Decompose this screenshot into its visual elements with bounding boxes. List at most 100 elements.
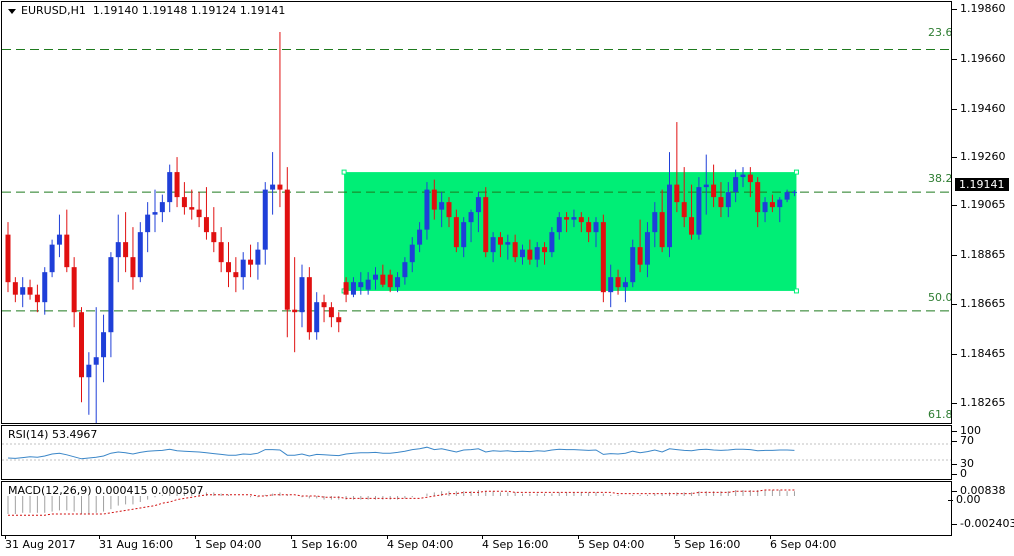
candle-body (468, 212, 474, 223)
fib-label-50-0: 50.0 (928, 291, 952, 304)
rsi-chart (2, 443, 951, 461)
dropdown-arrow-icon[interactable] (8, 8, 16, 14)
price-chart-pane[interactable]: EURUSD,H1 1.19140 1.19148 1.19124 1.1914… (1, 1, 952, 424)
candle-body (380, 274, 386, 285)
time-tick: 5 Sep 16:00 (674, 535, 741, 551)
price-scale[interactable]: 1.19860 1.19660 1.19460 1.19260 1.19065 … (952, 1, 1014, 424)
price-tick: 1.18465 (952, 347, 1006, 360)
macd-tick: -0.002403 (951, 517, 1014, 530)
candle-body (233, 272, 239, 278)
candle-body (586, 222, 592, 233)
candle-body (395, 277, 401, 288)
candle-body (483, 197, 489, 253)
candle-body (762, 202, 768, 213)
candle-body (608, 277, 614, 293)
macd-tick: 0.00838 (952, 484, 1006, 497)
macd-pane[interactable]: MACD(12,26,9) 0.000415 0.000507 (1, 481, 952, 536)
candle-body (549, 232, 555, 253)
candle-body (387, 274, 393, 288)
candle-body (402, 262, 408, 278)
candle-body (306, 277, 312, 333)
candle-body (747, 174, 753, 183)
candle-body (652, 212, 658, 233)
time-axis[interactable]: 31 Aug 2017 31 Aug 16:00 1 Sep 04:00 1 S… (0, 535, 1014, 556)
candle-body (667, 184, 672, 248)
price-tick: 1.18265 (952, 396, 1006, 409)
candle-body (453, 217, 459, 248)
candle-body (791, 191, 797, 193)
candle-body (167, 172, 173, 203)
ohlc-readout: 1.19140 1.19148 1.19124 1.19141 (92, 4, 286, 17)
candle-body (689, 217, 695, 235)
time-tick: 5 Sep 04:00 (578, 535, 645, 551)
rsi-title: RSI(14) 53.4967 (8, 428, 98, 441)
candle-body (262, 189, 268, 250)
candle-body (615, 277, 621, 288)
candle-body (292, 309, 298, 313)
price-tick: 1.19065 (952, 198, 1006, 211)
time-tick: 31 Aug 16:00 (99, 535, 174, 551)
candle-body (137, 232, 143, 278)
candle-body (49, 244, 55, 273)
candle-body (248, 259, 254, 265)
candle-body (42, 272, 48, 303)
candle-body (108, 257, 114, 333)
candle-body (542, 247, 548, 253)
candle-body (174, 172, 180, 198)
candle-body (740, 174, 746, 178)
candle-body (431, 189, 437, 210)
rsi-pane[interactable]: RSI(14) 53.4967 (1, 425, 952, 480)
candle-body (56, 234, 62, 245)
rsi-tick: 30 (952, 457, 974, 470)
candle-body (350, 282, 356, 295)
macd-scale: 0.00838 0.00 -0.002403 (948, 481, 1014, 536)
candle-body (240, 259, 246, 278)
candle-body (203, 217, 209, 233)
candle-body (424, 189, 430, 230)
time-tick: 6 Sep 04:00 (770, 535, 837, 551)
macd-tick: 0.00 (948, 493, 981, 506)
candle-body (299, 277, 305, 313)
fib-label-23-6: 23.6 (928, 26, 952, 39)
candle-body (211, 232, 217, 243)
candle-body (12, 282, 18, 295)
candle-body (446, 202, 452, 218)
time-tick: 1 Sep 04:00 (195, 535, 262, 551)
current-price-label: 1.19141 (955, 178, 1009, 191)
candlestick-chart[interactable] (2, 2, 952, 424)
time-tick: 1 Sep 16:00 (291, 535, 358, 551)
rsi-line (7, 446, 795, 460)
candle-body (314, 302, 320, 333)
range-box-handle (793, 169, 799, 175)
candle-body (328, 307, 334, 318)
candle-body (755, 182, 761, 213)
candle-body (218, 242, 224, 263)
range-box-handle (341, 169, 347, 175)
candle-body (512, 242, 518, 258)
candle-body (630, 247, 636, 283)
candle-body (600, 222, 606, 293)
candle-body (564, 217, 570, 220)
candle-body (711, 184, 717, 198)
candle-body (637, 247, 643, 265)
candle-body (196, 209, 202, 218)
candle-body (784, 192, 790, 200)
price-tick: 1.18665 (952, 297, 1006, 310)
candle-body (343, 282, 349, 295)
candle-body (71, 267, 77, 313)
candle-body (189, 207, 195, 210)
candle-body (255, 249, 261, 265)
candle-body (20, 287, 26, 295)
price-tick: 1.18865 (952, 248, 1006, 261)
fib-label-61-8: 61.8 (928, 408, 952, 421)
chart-header: EURUSD,H1 1.19140 1.19148 1.19124 1.1914… (8, 4, 285, 17)
rsi-tick: 70 (952, 434, 974, 447)
candle-body (696, 187, 702, 235)
candle-body (373, 274, 378, 280)
candle-body (159, 202, 165, 213)
candle-body (527, 249, 533, 260)
candle-body (593, 222, 599, 233)
symbol-timeframe: EURUSD,H1 (21, 4, 86, 17)
candle-body (681, 202, 687, 218)
candle-body (277, 184, 283, 190)
